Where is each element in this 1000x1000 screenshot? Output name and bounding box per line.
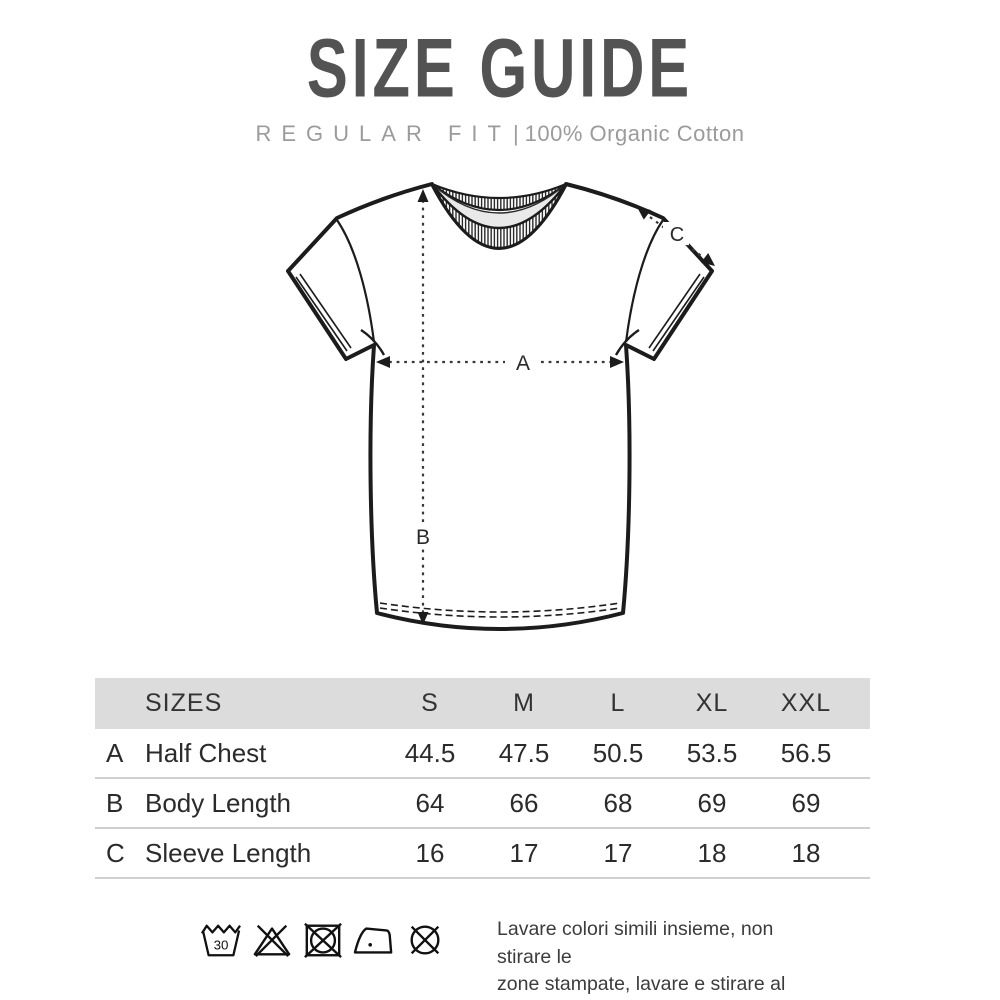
row-measure-label: Sleeve Length <box>145 837 312 868</box>
armhole-seam-left <box>336 219 376 343</box>
column-header-l: L <box>610 689 626 717</box>
subtitle-separator: | <box>512 121 519 146</box>
cell-value: 68 <box>603 787 633 818</box>
collar-front-rib <box>430 183 568 250</box>
sleeve-hem-stitches <box>295 273 705 352</box>
cell-value: 17 <box>603 837 633 868</box>
row-letter: A <box>106 737 124 768</box>
cell-value: 50.5 <box>592 737 644 768</box>
cell-value: 17 <box>509 837 539 868</box>
care-instructions-line2: zone stampate, lavare e stirare al roves… <box>497 973 786 995</box>
cell-value: 44.5 <box>404 737 456 768</box>
measurement-a: A <box>376 349 624 375</box>
measurement-b: B <box>408 189 439 625</box>
sizes-corner-label: SIZES <box>145 689 223 717</box>
cell-value: 16 <box>415 837 445 868</box>
row-measure-label: Half Chest <box>145 737 267 768</box>
cell-value: 69 <box>697 787 727 818</box>
sleeve-measure-label: C <box>670 224 684 246</box>
chest-measure-label: A <box>516 352 530 375</box>
row-letter: B <box>106 787 124 818</box>
iron-low-icon <box>353 927 393 954</box>
armhole-seam-right <box>624 219 664 343</box>
tshirt-outline <box>286 182 714 631</box>
size-table-header: SIZES S M L XL XXL <box>95 678 870 729</box>
cell-value: 64 <box>415 787 445 818</box>
page-title-wrap: SIZE GUIDE <box>0 20 1000 116</box>
cell-value: 18 <box>697 837 727 868</box>
bottom-hem-stitches <box>379 602 621 618</box>
row-measure-label: Body Length <box>145 787 292 818</box>
table-row-half-chest: A Half Chest 44.5 47.5 50.5 53.5 56.5 <box>95 729 870 779</box>
armpit-crease-left <box>360 328 386 356</box>
cell-value: 47.5 <box>498 737 550 768</box>
do-not-dry-clean-icon <box>410 925 440 955</box>
column-header-s: S <box>421 689 439 717</box>
fit-label: REGULAR FIT <box>255 121 511 146</box>
wash-temperature-label: 30 <box>214 938 229 953</box>
column-header-xxl: XXL <box>780 689 832 717</box>
cell-value: 69 <box>791 787 821 818</box>
page-title: SIZE GUIDE <box>306 21 694 115</box>
cell-value: 18 <box>791 837 821 868</box>
care-instructions-line1: Lavare colori simili insieme, non stirar… <box>497 918 774 968</box>
column-header-xl: XL <box>695 689 729 717</box>
measurement-c: C <box>637 207 715 266</box>
length-measure-label: B <box>416 526 430 549</box>
armpit-crease-right <box>614 328 640 356</box>
cell-value: 53.5 <box>686 737 738 768</box>
table-row-body-length: B Body Length 64 66 68 69 69 <box>95 779 870 829</box>
tshirt-measurement-diagram: A B C <box>286 182 715 631</box>
do-not-bleach-icon <box>253 924 291 958</box>
care-icons-row: 30 <box>199 920 447 960</box>
wash-30-icon: 30 <box>200 924 241 957</box>
size-table: SIZES S M L XL XXL A Half Chest 44.5 47.… <box>95 678 870 879</box>
row-letter: C <box>106 837 125 868</box>
cell-value: 56.5 <box>780 737 832 768</box>
column-header-m: M <box>513 689 535 717</box>
cell-value: 66 <box>509 787 539 818</box>
material-label: 100% Organic Cotton <box>524 121 745 146</box>
table-row-sleeve-length: C Sleeve Length 16 17 17 18 18 <box>95 829 870 879</box>
do-not-tumble-dry-icon <box>304 922 342 959</box>
care-instructions: Lavare colori simili insieme, non stirar… <box>497 916 827 1000</box>
page-subtitle: REGULAR FIT | 100% Organic Cotton <box>0 118 1000 150</box>
